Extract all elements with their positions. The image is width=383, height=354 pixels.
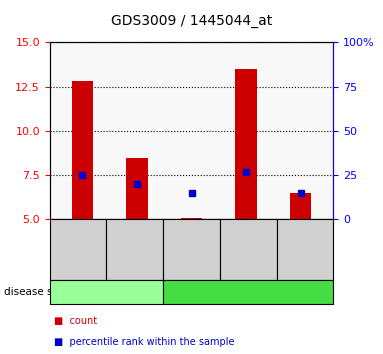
FancyBboxPatch shape: [163, 280, 333, 304]
Bar: [290, 193, 311, 219]
Text: control: control: [87, 287, 126, 297]
FancyBboxPatch shape: [50, 219, 106, 280]
FancyBboxPatch shape: [163, 219, 220, 280]
Text: GDS3009 / 1445044_at: GDS3009 / 1445044_at: [111, 14, 272, 28]
Bar: [72, 81, 93, 219]
Text: ■  count: ■ count: [54, 316, 97, 326]
FancyBboxPatch shape: [50, 280, 163, 304]
FancyBboxPatch shape: [220, 219, 277, 280]
Text: ■  percentile rank within the sample: ■ percentile rank within the sample: [54, 337, 234, 347]
FancyBboxPatch shape: [106, 219, 163, 280]
Bar: [181, 218, 202, 219]
Text: GSM236997: GSM236997: [244, 222, 253, 277]
Bar: [126, 158, 148, 219]
Bar: [235, 69, 257, 219]
Text: GSM236996: GSM236996: [187, 222, 196, 277]
Text: GSM236994: GSM236994: [74, 222, 83, 277]
Text: GSM236995: GSM236995: [130, 222, 139, 277]
Text: GSM236998: GSM236998: [300, 222, 309, 277]
FancyBboxPatch shape: [277, 219, 333, 280]
Text: medulloblastoma: medulloblastoma: [200, 287, 296, 297]
Text: disease state ▶: disease state ▶: [4, 287, 85, 297]
